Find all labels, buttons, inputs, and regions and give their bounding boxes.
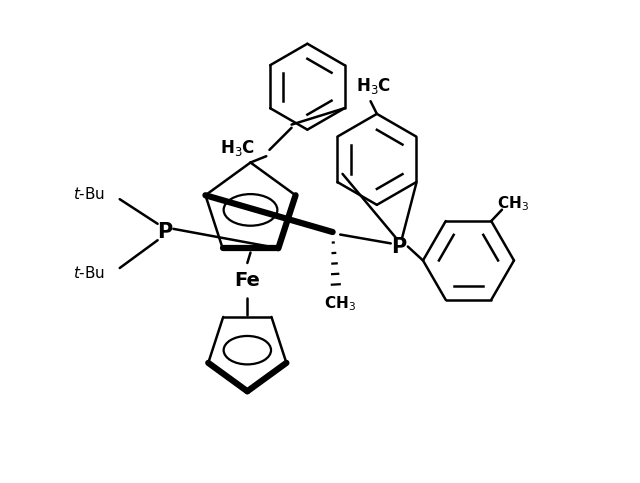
Text: CH$_3$: CH$_3$ bbox=[497, 194, 529, 213]
Text: P: P bbox=[391, 237, 406, 256]
Text: H$_3$C: H$_3$C bbox=[356, 76, 391, 96]
Text: H$_3$C: H$_3$C bbox=[220, 138, 255, 158]
Text: Fe: Fe bbox=[234, 271, 260, 290]
Text: $t$-Bu: $t$-Bu bbox=[73, 186, 106, 202]
Text: P: P bbox=[157, 222, 173, 242]
Text: $t$-Bu: $t$-Bu bbox=[73, 265, 106, 281]
Text: CH$_3$: CH$_3$ bbox=[324, 294, 356, 313]
